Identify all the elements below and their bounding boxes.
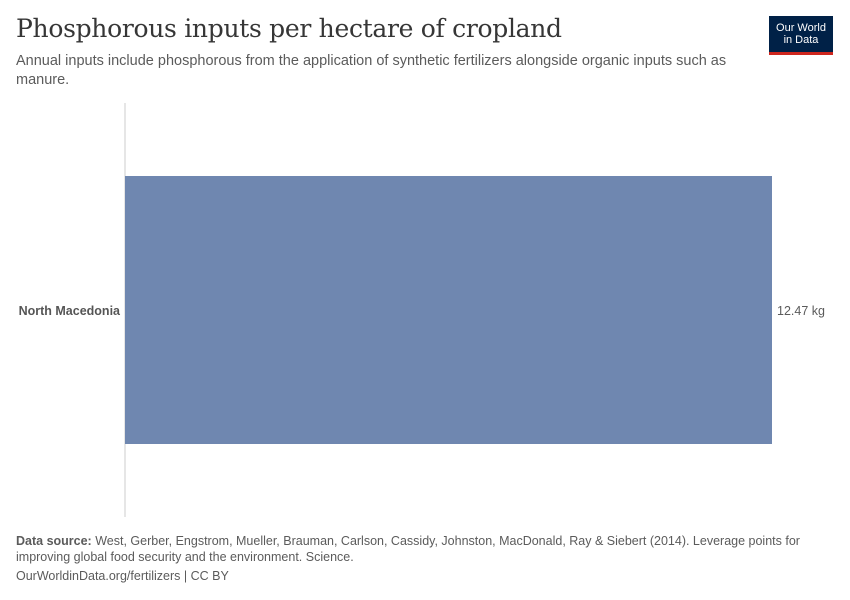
- logo-line-1: Our World: [776, 21, 826, 34]
- logo-line-2: in Data: [783, 34, 819, 46]
- category-label: North Macedonia: [19, 304, 121, 318]
- data-source-label: Data source:: [16, 534, 92, 548]
- chart-title: Phosphorous inputs per hectare of cropla…: [16, 14, 562, 43]
- data-source-text: West, Gerber, Engstrom, Mueller, Brauman…: [16, 534, 800, 564]
- data-source-note: Data source: West, Gerber, Engstrom, Mue…: [16, 533, 806, 565]
- value-label: 12.47 kg: [777, 304, 825, 318]
- owid-logo[interactable]: Our World in Data: [769, 16, 833, 55]
- bar-north-macedonia[interactable]: [125, 176, 772, 444]
- footer-url-link[interactable]: OurWorldinData.org/fertilizers | CC BY: [16, 569, 229, 583]
- chart-subtitle: Annual inputs include phosphorous from t…: [16, 53, 727, 88]
